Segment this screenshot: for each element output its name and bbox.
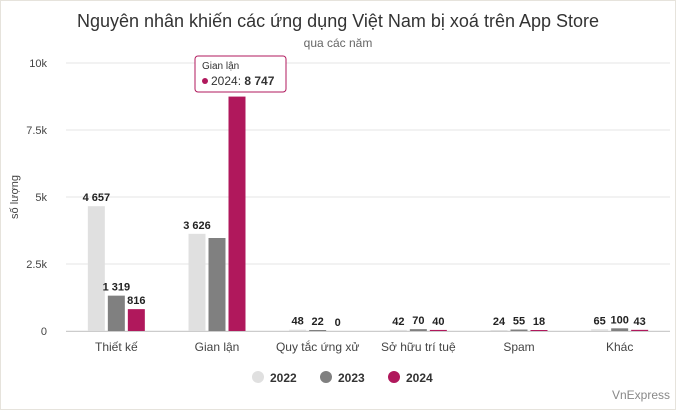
chart-subtitle: qua các năm <box>304 36 373 50</box>
bar[interactable] <box>208 238 226 331</box>
bar[interactable] <box>611 328 629 331</box>
data-label: 100 <box>610 314 628 326</box>
data-label: 1 319 <box>103 282 131 294</box>
legend-marker <box>320 371 332 383</box>
bar[interactable] <box>631 329 649 331</box>
bar[interactable] <box>409 329 427 331</box>
bar[interactable] <box>530 330 548 331</box>
bar[interactable] <box>429 329 447 331</box>
y-tick-label: 2.5k <box>26 259 47 271</box>
legend-item[interactable]: 2023 <box>320 371 365 385</box>
x-category-label: Spam <box>503 340 534 354</box>
x-category-label: Sở hữu trí tuệ <box>381 340 456 354</box>
legend-label: 2024 <box>406 371 433 385</box>
data-label: 0 <box>335 317 341 329</box>
legend-marker <box>252 371 264 383</box>
bar[interactable] <box>309 330 327 331</box>
y-tick-label: 0 <box>41 326 47 338</box>
bar[interactable] <box>107 295 125 331</box>
bar[interactable] <box>389 329 407 331</box>
data-label: 3 626 <box>183 220 211 232</box>
tooltip-box <box>194 55 287 93</box>
legend-item[interactable]: 2024 <box>388 371 433 385</box>
bar[interactable] <box>490 330 508 331</box>
bar[interactable] <box>127 309 145 331</box>
bar[interactable] <box>87 206 105 331</box>
x-category-label: Thiết kế <box>95 340 138 354</box>
data-label: 4 657 <box>83 192 111 204</box>
y-tick-label: 7.5k <box>26 125 47 137</box>
tooltip-series-text: 2024: <box>211 74 244 88</box>
y-axis-label: số lượng <box>9 175 21 219</box>
tooltip-header: Gian lận <box>202 61 239 72</box>
data-label: 22 <box>312 316 324 328</box>
tooltip-line: 2024: 8 747 <box>211 74 275 88</box>
tooltip: Gian lận 2024: 8 747 <box>194 55 287 93</box>
x-category-label: Gian lận <box>195 340 240 354</box>
bar[interactable] <box>591 329 609 331</box>
data-label: 42 <box>392 316 404 328</box>
data-label: 40 <box>432 316 444 328</box>
bar[interactable] <box>289 329 307 331</box>
tooltip-value: 8 747 <box>244 74 274 88</box>
bar[interactable] <box>188 233 206 331</box>
data-label: 43 <box>634 316 646 328</box>
data-label: 65 <box>594 315 606 327</box>
bars[interactable] <box>87 96 649 331</box>
x-category-label: Khác <box>606 340 633 354</box>
legend-marker <box>388 371 400 383</box>
y-axis-ticks: 0 2.5k 5k 7.5k 10k <box>26 58 47 338</box>
x-axis-categories: Thiết kế Gian lận Quy tắc ứng xử Sở hữu trí… <box>95 339 633 354</box>
data-label: 48 <box>292 316 304 328</box>
data-label: 55 <box>513 316 525 328</box>
legend[interactable]: 2022 2023 2024 <box>252 371 433 385</box>
data-label: 70 <box>412 315 424 327</box>
data-label: 24 <box>493 316 506 328</box>
legend-item[interactable]: 2022 <box>252 371 297 385</box>
tooltip-series-dot <box>202 78 208 84</box>
bar[interactable] <box>510 329 528 331</box>
data-label: 18 <box>533 316 545 328</box>
legend-label: 2022 <box>270 371 297 385</box>
y-tick-label: 5k <box>35 192 47 204</box>
grid-lines <box>66 62 670 332</box>
y-tick-label: 10k <box>29 58 47 70</box>
chart-title: Nguyên nhân khiến các ứng dụng Việt Nam … <box>77 11 599 31</box>
credit-text: VnExpress <box>612 388 670 402</box>
data-label: 816 <box>127 295 145 307</box>
bar[interactable] <box>228 96 246 331</box>
x-category-label: Quy tắc ứng xử <box>276 339 359 354</box>
legend-label: 2023 <box>338 371 365 385</box>
